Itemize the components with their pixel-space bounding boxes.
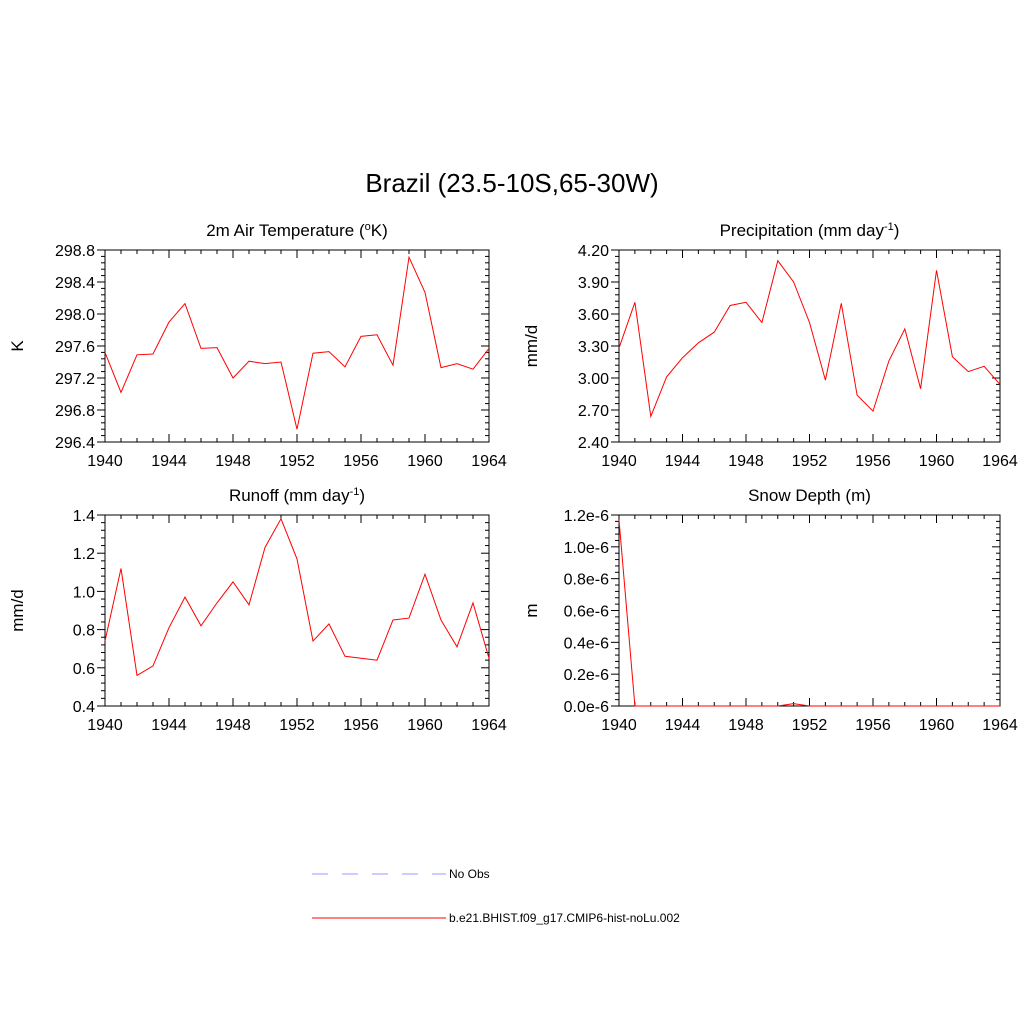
main-title: Brazil (23.5-10S,65-30W) — [365, 168, 659, 198]
x-tick-label: 1940 — [601, 453, 637, 470]
y-tick-label: 0.6e-6 — [564, 604, 609, 621]
x-tick-label: 1956 — [855, 717, 891, 734]
panel-title-text: 2m Air Temperature ( — [206, 221, 365, 240]
x-tick-label: 1960 — [919, 717, 955, 734]
x-tick-label: 1964 — [982, 717, 1018, 734]
panel-title-text: Snow Depth (m) — [748, 486, 871, 505]
x-tick-label: 1952 — [279, 453, 315, 470]
x-tick-label: 1964 — [471, 717, 507, 734]
x-tick-label: 1948 — [215, 453, 251, 470]
y-tick-label: 3.00 — [578, 371, 609, 388]
x-tick-label: 1964 — [982, 453, 1018, 470]
panel-title: Snow Depth (m) — [748, 486, 871, 505]
y-tick-label: 1.2 — [73, 546, 95, 563]
y-tick-label: 1.0e-6 — [564, 540, 609, 557]
legend: No Obs b.e21.BHIST.f09_g17.CMIP6-hist-noL… — [312, 867, 680, 925]
series-line — [618, 259, 1001, 419]
x-tick-label: 1948 — [215, 717, 251, 734]
y-tick-label: 1.4 — [73, 508, 95, 525]
x-tick-label: 1956 — [855, 453, 891, 470]
panel-title-suffix: K) — [371, 221, 388, 240]
panel-title: 2m Air Temperature (oK) — [206, 221, 388, 240]
y-tick-label: 3.90 — [578, 275, 609, 292]
legend-label: b.e21.BHIST.f09_g17.CMIP6-hist-noLu.002 — [449, 911, 680, 925]
y-tick-label: 0.4e-6 — [564, 635, 609, 652]
panel-title-text: Runoff (mm day — [229, 486, 350, 505]
series-line — [104, 255, 490, 430]
series-line — [618, 519, 1000, 707]
panel-2: 1940 1944 1948 1952 1956 1960 1964 2.40 2.70 3.00… — [522, 221, 1018, 470]
x-tick-label: 1952 — [792, 453, 828, 470]
x-tick-label: 1940 — [87, 717, 123, 734]
y-tick-label: 297.6 — [55, 339, 95, 356]
y-tick-label: 0.0e-6 — [564, 699, 609, 716]
panel-3: 1940 1944 1948 1952 1956 1960 1964 0.4 0.6 0.8 1.0… — [8, 486, 507, 734]
plot-frame — [618, 514, 1001, 707]
y-axis-label: K — [8, 340, 27, 352]
x-tick-label: 1952 — [279, 717, 315, 734]
panel-title-superscript: o — [365, 221, 371, 233]
x-tick-label: 1944 — [665, 717, 701, 734]
y-tick-label: 1.2e-6 — [564, 508, 609, 525]
x-tick-label: 1960 — [919, 453, 955, 470]
x-tick-label: 1944 — [151, 453, 187, 470]
y-tick-label: 4.20 — [578, 243, 609, 260]
legend-label: No Obs — [449, 867, 490, 881]
x-tick-label: 1960 — [407, 453, 443, 470]
y-tick-label: 3.60 — [578, 307, 609, 324]
panel-title: Precipitation (mm day-1) — [720, 221, 900, 240]
y-tick-label: 2.40 — [578, 435, 609, 452]
x-tick-label: 1956 — [343, 453, 379, 470]
y-axis-label: mm/d — [522, 325, 541, 368]
panel-title-superscript: -1 — [350, 486, 360, 498]
y-tick-label: 0.2e-6 — [564, 667, 609, 684]
plot-frame — [104, 514, 490, 707]
x-tick-label: 1940 — [87, 453, 123, 470]
y-tick-label: 0.6 — [73, 661, 95, 678]
x-tick-label: 1944 — [665, 453, 701, 470]
y-axis-label: mm/d — [8, 589, 27, 632]
plot-frame — [618, 249, 1001, 443]
panel-1: 1940 1944 1948 1952 1956 1960 1964 296.4 296.8 29… — [8, 221, 507, 470]
panel-title: Runoff (mm day-1) — [229, 486, 365, 505]
panel-title-suffix: ) — [894, 221, 900, 240]
x-tick-label: 1948 — [728, 717, 764, 734]
x-tick-label: 1956 — [343, 717, 379, 734]
x-tick-label: 1952 — [792, 717, 828, 734]
panel-title-text: Precipitation (mm day — [720, 221, 885, 240]
x-tick-label: 1940 — [601, 717, 637, 734]
series-line — [104, 517, 490, 677]
y-tick-label: 296.4 — [55, 435, 95, 452]
y-tick-label: 296.8 — [55, 403, 95, 420]
y-tick-label: 298.8 — [55, 243, 95, 260]
x-tick-label: 1964 — [471, 453, 507, 470]
panel-4: 1940 1944 1948 1952 1956 1960 1964 0.0e-6 0.2e-6… — [522, 486, 1018, 734]
y-axis-label: m — [522, 603, 541, 617]
y-tick-label: 1.0 — [73, 584, 95, 601]
panel-title-superscript: -1 — [884, 221, 894, 233]
x-tick-label: 1960 — [407, 717, 443, 734]
panel-title-suffix: ) — [359, 486, 365, 505]
y-tick-label: 0.8 — [73, 623, 95, 640]
x-tick-label: 1944 — [151, 717, 187, 734]
plot-frame — [104, 249, 490, 443]
x-tick-label: 1948 — [728, 453, 764, 470]
y-tick-label: 0.4 — [73, 699, 95, 716]
y-tick-label: 2.70 — [578, 403, 609, 420]
y-tick-label: 297.2 — [55, 371, 95, 388]
y-tick-label: 298.0 — [55, 307, 95, 324]
y-tick-label: 3.30 — [578, 339, 609, 356]
y-tick-label: 298.4 — [55, 275, 95, 292]
y-tick-label: 0.8e-6 — [564, 572, 609, 589]
